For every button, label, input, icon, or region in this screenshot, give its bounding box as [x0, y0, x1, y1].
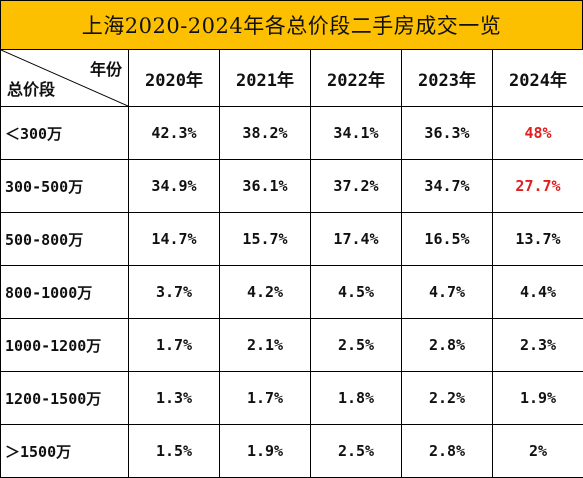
year-header: 2020年: [128, 49, 220, 107]
year-header: 2023年: [401, 49, 493, 107]
share-value: 34.1%: [310, 106, 402, 160]
share-value: 3.7%: [128, 265, 220, 319]
share-value: 13.7%: [492, 212, 583, 266]
share-value: 2.3%: [492, 318, 583, 372]
share-value: 4.5%: [310, 265, 402, 319]
page-title: 上海2020-2024年各总价段二手房成交一览: [0, 0, 583, 50]
share-value: 34.9%: [128, 159, 220, 213]
share-value: 1.9%: [492, 371, 583, 425]
share-value: 1.3%: [128, 371, 220, 425]
share-value: 37.2%: [310, 159, 402, 213]
share-value: 16.5%: [401, 212, 493, 266]
share-value: 2.2%: [401, 371, 493, 425]
share-value: 2.5%: [310, 424, 402, 478]
share-value: 36.1%: [219, 159, 311, 213]
share-value: 36.3%: [401, 106, 493, 160]
share-value: 1.9%: [219, 424, 311, 478]
share-value: 14.7%: [128, 212, 220, 266]
share-value: 38.2%: [219, 106, 311, 160]
share-value: 2%: [492, 424, 583, 478]
share-value: 1.5%: [128, 424, 220, 478]
share-value: 4.4%: [492, 265, 583, 319]
header-row: 年份 总价段 2020年 2021年 2022年 2023年 2024年: [0, 49, 583, 107]
share-value: 34.7%: [401, 159, 493, 213]
table-row: 300-500万 34.9% 36.1% 37.2% 34.7% 27.7%: [0, 159, 583, 213]
share-value: 4.2%: [219, 265, 311, 319]
table-row: 1200-1500万 1.3% 1.7% 1.8% 2.2% 1.9%: [0, 371, 583, 425]
price-range-label: 300-500万: [0, 159, 129, 213]
price-range-label: ＜300万: [0, 106, 129, 160]
table-row: 500-800万 14.7% 15.7% 17.4% 16.5% 13.7%: [0, 212, 583, 266]
corner-cell: 年份 总价段: [0, 49, 129, 107]
data-table: 年份 总价段 2020年 2021年 2022年 2023年 2024年 ＜30…: [0, 49, 583, 478]
share-value: 17.4%: [310, 212, 402, 266]
share-value: 42.3%: [128, 106, 220, 160]
share-value: 1.7%: [128, 318, 220, 372]
table-row: ＞1500万 1.5% 1.9% 2.5% 2.8% 2%: [0, 424, 583, 478]
share-value: 2.8%: [401, 318, 493, 372]
share-value: 48%: [492, 106, 583, 160]
table-row: 1000-1200万 1.7% 2.1% 2.5% 2.8% 2.3%: [0, 318, 583, 372]
year-header: 2022年: [310, 49, 402, 107]
share-value: 2.1%: [219, 318, 311, 372]
share-value: 2.8%: [401, 424, 493, 478]
share-value: 1.7%: [219, 371, 311, 425]
corner-year-label: 年份: [89, 60, 122, 79]
corner-price-label: 总价段: [7, 80, 56, 99]
share-value: 15.7%: [219, 212, 311, 266]
price-range-label: 800-1000万: [0, 265, 129, 319]
price-range-label: 1000-1200万: [0, 318, 129, 372]
table-row: ＜300万 42.3% 38.2% 34.1% 36.3% 48%: [0, 106, 583, 160]
price-range-label: 500-800万: [0, 212, 129, 266]
share-value: 1.8%: [310, 371, 402, 425]
share-value: 2.5%: [310, 318, 402, 372]
price-range-label: ＞1500万: [0, 424, 129, 478]
share-value: 27.7%: [492, 159, 583, 213]
year-header: 2024年: [492, 49, 583, 107]
share-value: 4.7%: [401, 265, 493, 319]
corner-diagonal: [1, 50, 128, 106]
year-header: 2021年: [219, 49, 311, 107]
price-range-label: 1200-1500万: [0, 371, 129, 425]
table-row: 800-1000万 3.7% 4.2% 4.5% 4.7% 4.4%: [0, 265, 583, 319]
